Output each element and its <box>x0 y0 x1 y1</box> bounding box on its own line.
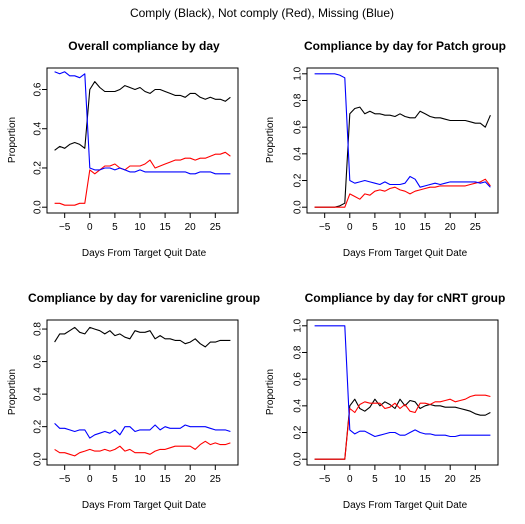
not-comply-series <box>54 440 231 457</box>
plot-area: −5 0 5 10 15 20 25 0.0 0.2 0.4 0.6 0.8 1.0 <box>293 66 499 233</box>
x-tick-label: 15 <box>420 474 432 485</box>
panel-title: Overall compliance by day <box>68 39 220 53</box>
x-tick-label: 15 <box>160 222 172 233</box>
plot-frame <box>306 319 499 466</box>
missing-series <box>314 325 491 438</box>
y-tick-label: 0.2 <box>293 173 304 187</box>
missing-series <box>54 423 231 439</box>
y-axis-label: Proportion <box>265 117 276 163</box>
y-tick-label: 1.0 <box>293 318 304 332</box>
x-tick-label: 0 <box>87 222 93 233</box>
y-tick-label: 0.0 <box>293 200 304 214</box>
y-tick-label: 0.6 <box>33 82 44 96</box>
x-tick-label: −5 <box>59 474 71 485</box>
x-tick-label: 20 <box>445 222 457 233</box>
y-axis-label: Proportion <box>7 117 18 163</box>
x-tick-label: 25 <box>470 474 482 485</box>
x-tick-label: 5 <box>112 474 118 485</box>
y-tick-label: 1.0 <box>293 66 304 80</box>
panel-cnrt: Compliance by day for cNRT group Days Fr… <box>265 291 505 511</box>
not-comply-series <box>314 178 491 208</box>
comply-series <box>54 81 231 151</box>
y-tick-label: 0.6 <box>293 372 304 386</box>
panel-overall: Overall compliance by day Days From Targ… <box>7 39 239 259</box>
x-tick-label: −5 <box>319 222 331 233</box>
panel-title: Compliance by day for Patch group <box>304 39 506 53</box>
comply-series <box>314 398 491 460</box>
x-tick-label: 20 <box>185 474 197 485</box>
x-tick-label: 10 <box>134 474 146 485</box>
comply-series <box>314 106 491 208</box>
y-tick-label: 0.8 <box>293 93 304 107</box>
x-tick-label: −5 <box>59 222 71 233</box>
y-tick-label: 0.4 <box>33 387 44 401</box>
x-axis-label: Days From Target Quit Date <box>343 500 468 511</box>
x-axis-label: Days From Target Quit Date <box>343 248 468 259</box>
panel-title: Compliance by day for varenicline group <box>28 291 260 305</box>
x-tick-label: 0 <box>87 474 93 485</box>
x-axis-label: Days From Target Quit Date <box>82 248 207 259</box>
y-tick-label: 0.4 <box>33 121 44 135</box>
y-tick-label: 0.2 <box>33 161 44 175</box>
y-tick-label: 0.0 <box>33 200 44 214</box>
plot-area: −5 0 5 10 15 20 25 0.0 0.2 0.4 0.6 0.8 1.0 <box>293 318 499 485</box>
not-comply-series <box>314 394 491 460</box>
plot-frame <box>306 67 499 214</box>
y-tick-label: 0.2 <box>293 425 304 439</box>
x-tick-label: 0 <box>347 474 353 485</box>
panel-varenicline: Compliance by day for varenicline group … <box>7 291 260 511</box>
x-axis-label: Days From Target Quit Date <box>82 500 207 511</box>
x-tick-label: 10 <box>134 222 146 233</box>
panel-title: Compliance by day for cNRT group <box>305 291 506 305</box>
missing-series <box>314 73 491 188</box>
x-tick-label: 10 <box>394 222 406 233</box>
x-tick-label: 5 <box>112 222 118 233</box>
y-tick-label: 0.2 <box>33 419 44 433</box>
x-tick-label: 25 <box>210 474 222 485</box>
plot-frame <box>46 319 239 466</box>
x-tick-label: 20 <box>445 474 457 485</box>
panel-patch: Compliance by day for Patch group Days F… <box>265 39 506 259</box>
x-tick-label: −5 <box>319 474 331 485</box>
y-axis-label: Proportion <box>265 369 276 415</box>
y-tick-label: 0.0 <box>33 452 44 466</box>
not-comply-series <box>54 151 231 206</box>
x-tick-label: 20 <box>185 222 197 233</box>
y-tick-label: 0.6 <box>293 120 304 134</box>
missing-series <box>54 71 231 175</box>
comply-series <box>54 326 231 348</box>
y-tick-label: 0.6 <box>33 354 44 368</box>
figure-suptitle: Comply (Black), Not comply (Red), Missin… <box>130 6 394 20</box>
x-tick-label: 5 <box>372 222 378 233</box>
y-tick-label: 0.8 <box>33 322 44 336</box>
y-tick-label: 0.4 <box>293 146 304 160</box>
x-tick-label: 15 <box>420 222 432 233</box>
x-tick-label: 15 <box>160 474 172 485</box>
x-tick-label: 25 <box>470 222 482 233</box>
x-tick-label: 10 <box>394 474 406 485</box>
x-tick-label: 0 <box>347 222 353 233</box>
y-tick-label: 0.0 <box>293 452 304 466</box>
y-tick-label: 0.4 <box>293 398 304 412</box>
x-tick-label: 5 <box>372 474 378 485</box>
y-axis-label: Proportion <box>7 369 18 415</box>
plot-area: −5 0 5 10 15 20 25 0.0 0.2 0.4 0.6 <box>33 67 239 233</box>
x-tick-label: 25 <box>210 222 222 233</box>
plot-area: −5 0 5 10 15 20 25 0.0 0.2 0.4 0.6 0.8 <box>33 319 239 485</box>
y-tick-label: 0.8 <box>293 345 304 359</box>
